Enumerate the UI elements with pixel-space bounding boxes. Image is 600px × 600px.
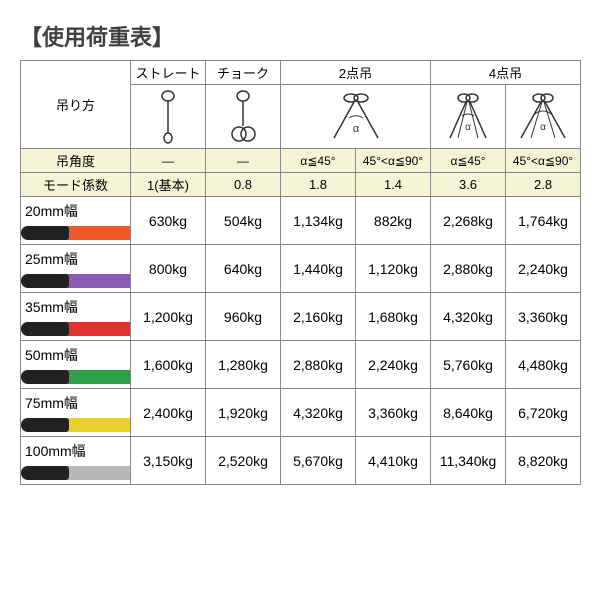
choke-icon [206, 85, 281, 149]
lifting-method-header: 吊り方 [21, 61, 131, 149]
load-value: 1,920kg [206, 389, 281, 437]
method-2pt: 2点吊 [281, 61, 431, 85]
table-row: 75mm幅2,400kg1,920kg4,320kg3,360kg8,640kg… [21, 389, 581, 437]
load-value: 2,268kg [431, 197, 506, 245]
row-label: 100mm幅 [21, 437, 131, 485]
load-value: 2,880kg [281, 341, 356, 389]
load-value: 1,680kg [356, 293, 431, 341]
svg-text:α: α [540, 122, 546, 133]
row-label: 50mm幅 [21, 341, 131, 389]
load-value: 11,340kg [431, 437, 506, 485]
coef-row: モード係数 1(基本) 0.8 1.8 1.4 3.6 2.8 [21, 173, 581, 197]
load-value: 1,200kg [131, 293, 206, 341]
sling-icon [21, 226, 131, 240]
load-value: 8,640kg [431, 389, 506, 437]
load-value: 1,600kg [131, 341, 206, 389]
sling-icon [21, 274, 131, 288]
table-row: 35mm幅1,200kg960kg2,160kg1,680kg4,320kg3,… [21, 293, 581, 341]
svg-text:α: α [465, 122, 471, 133]
load-value: 2,400kg [131, 389, 206, 437]
load-value: 2,520kg [206, 437, 281, 485]
method-straight: ストレート [131, 61, 206, 85]
angle-row: 吊角度 — — α≦45° 45°<α≦90° α≦45° 45°<α≦90° [21, 149, 581, 173]
row-label: 25mm幅 [21, 245, 131, 293]
load-value: 3,360kg [356, 389, 431, 437]
table-row: 25mm幅800kg640kg1,440kg1,120kg2,880kg2,24… [21, 245, 581, 293]
load-value: 2,880kg [431, 245, 506, 293]
4pt-icon-b: α [506, 85, 581, 149]
row-label: 20mm幅 [21, 197, 131, 245]
method-choke: チョーク [206, 61, 281, 85]
sling-icon [21, 370, 131, 384]
load-value: 640kg [206, 245, 281, 293]
row-label: 35mm幅 [21, 293, 131, 341]
load-value: 4,410kg [356, 437, 431, 485]
sling-icon [21, 466, 131, 480]
load-value: 5,670kg [281, 437, 356, 485]
load-value: 8,820kg [506, 437, 581, 485]
load-value: 2,160kg [281, 293, 356, 341]
load-value: 800kg [131, 245, 206, 293]
load-value: 4,480kg [506, 341, 581, 389]
load-value: 1,280kg [206, 341, 281, 389]
load-value: 2,240kg [506, 245, 581, 293]
load-value: 1,440kg [281, 245, 356, 293]
table-row: 50mm幅1,600kg1,280kg2,880kg2,240kg5,760kg… [21, 341, 581, 389]
row-label: 75mm幅 [21, 389, 131, 437]
load-value: 1,120kg [356, 245, 431, 293]
load-value: 960kg [206, 293, 281, 341]
straight-icon [131, 85, 206, 149]
4pt-icon-a: α [431, 85, 506, 149]
2pt-icon: α [281, 85, 431, 149]
load-table: 吊り方 ストレート チョーク 2点吊 4点吊 [20, 60, 581, 485]
load-value: 4,320kg [431, 293, 506, 341]
load-value: 3,360kg [506, 293, 581, 341]
load-value: 2,240kg [356, 341, 431, 389]
load-value: 504kg [206, 197, 281, 245]
load-value: 1,764kg [506, 197, 581, 245]
load-value: 4,320kg [281, 389, 356, 437]
table-row: 100mm幅3,150kg2,520kg5,670kg4,410kg11,340… [21, 437, 581, 485]
page-title: 【使用荷重表】 [20, 20, 580, 52]
method-4pt: 4点吊 [431, 61, 581, 85]
load-value: 6,720kg [506, 389, 581, 437]
table-row: 20mm幅630kg504kg1,134kg882kg2,268kg1,764k… [21, 197, 581, 245]
load-value: 882kg [356, 197, 431, 245]
load-value: 1,134kg [281, 197, 356, 245]
sling-icon [21, 322, 131, 336]
sling-icon [21, 418, 131, 432]
load-value: 3,150kg [131, 437, 206, 485]
load-value: 5,760kg [431, 341, 506, 389]
load-value: 630kg [131, 197, 206, 245]
svg-text:α: α [352, 123, 359, 135]
